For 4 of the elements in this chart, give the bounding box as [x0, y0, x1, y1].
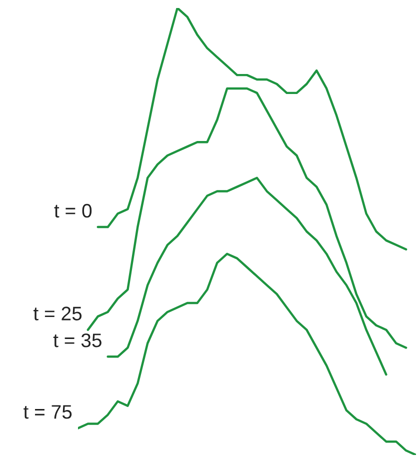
series-label: t = 25	[33, 306, 82, 320]
series-label: t = 35	[53, 333, 102, 348]
series-label: t = 75	[24, 405, 72, 419]
series-label: t = 0	[54, 204, 92, 218]
